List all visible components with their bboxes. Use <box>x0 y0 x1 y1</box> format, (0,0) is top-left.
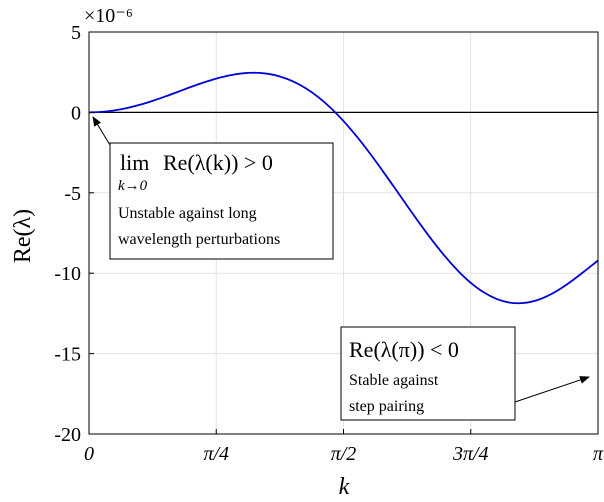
x-tick-label: 3π/4 <box>452 443 489 465</box>
annotation-unstable-line-2: wavelength perturbations <box>118 231 280 248</box>
x-tick-label: 0 <box>84 443 94 465</box>
y-tick-label: -20 <box>54 424 81 446</box>
ticks: 0 π/4 π/2 3π/4 π 5 0 -5 -10 -15 -20 <box>54 22 604 465</box>
annotation-stable-arrow <box>514 376 590 403</box>
annotation-unstable: lim k→0 Re(λ(k)) > 0 Unstable against lo… <box>92 116 334 260</box>
annotation-unstable-box <box>109 142 334 260</box>
x-tick-label: π/2 <box>331 443 357 465</box>
series-group <box>88 71 599 305</box>
x-tick-label: π/4 <box>203 443 229 465</box>
y-tick-label: 5 <box>71 22 81 44</box>
annotation-unstable-arrow <box>92 116 111 146</box>
y-tick-label: -15 <box>54 344 81 366</box>
x-axis-label: k <box>339 474 350 500</box>
annotation-stable-line-2: step pairing <box>349 398 424 415</box>
y-tick-label: -10 <box>54 263 81 285</box>
y-axis-label: Re(λ) <box>10 209 36 263</box>
annotation-unstable-math: Re(λ(k)) > 0 <box>163 150 273 175</box>
annotation-unstable-line-1: Unstable against long <box>118 205 257 222</box>
y-tick-label: -5 <box>64 183 81 205</box>
annotation-stable: Re(λ(π)) < 0 Stable against step pairing <box>340 326 590 421</box>
annotation-unstable-lim: lim <box>120 150 149 175</box>
y-tick-label: 0 <box>71 102 81 124</box>
annotation-stable-math: Re(λ(π)) < 0 <box>349 337 459 362</box>
series-line-0 <box>88 71 599 305</box>
annotation-stable-box <box>340 326 516 421</box>
x-tick-label: π <box>593 443 604 465</box>
annotation-unstable-sub: k→0 <box>118 178 148 194</box>
y-scale-note: ×10⁻⁶ <box>84 5 133 27</box>
annotation-stable-line-1: Stable against <box>349 372 439 389</box>
